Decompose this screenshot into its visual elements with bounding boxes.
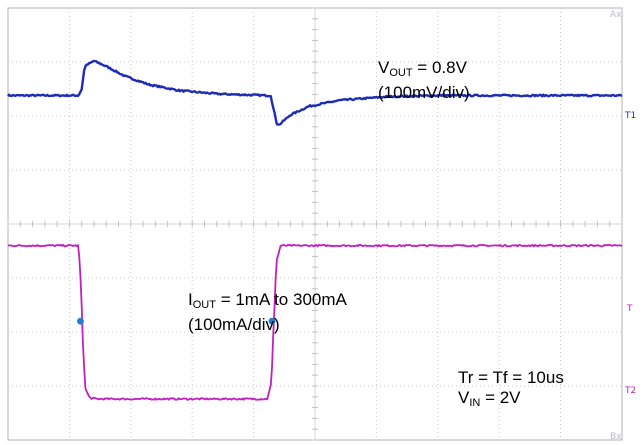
timing-annotation: Tr = Tf = 10us VIN = 2V	[458, 368, 564, 409]
edge-cursor-dot	[268, 317, 276, 325]
edge-cursor-dot	[77, 317, 84, 325]
cursor-a-marker: Ax	[610, 10, 622, 20]
iout-annotation: IOUT = 1mA to 300mA (100mA/div)	[188, 290, 347, 334]
trigger-marker: T	[627, 304, 633, 314]
vout-annotation: VOUT = 0.8V (100mV/div)	[378, 58, 470, 102]
cursor-b-marker: Bx	[610, 432, 622, 442]
trace-v-out	[7, 59, 623, 126]
ch2-ref-marker: T2	[625, 386, 637, 396]
ch1-ref-marker: T1	[625, 111, 637, 121]
trace-i-out	[7, 243, 623, 401]
